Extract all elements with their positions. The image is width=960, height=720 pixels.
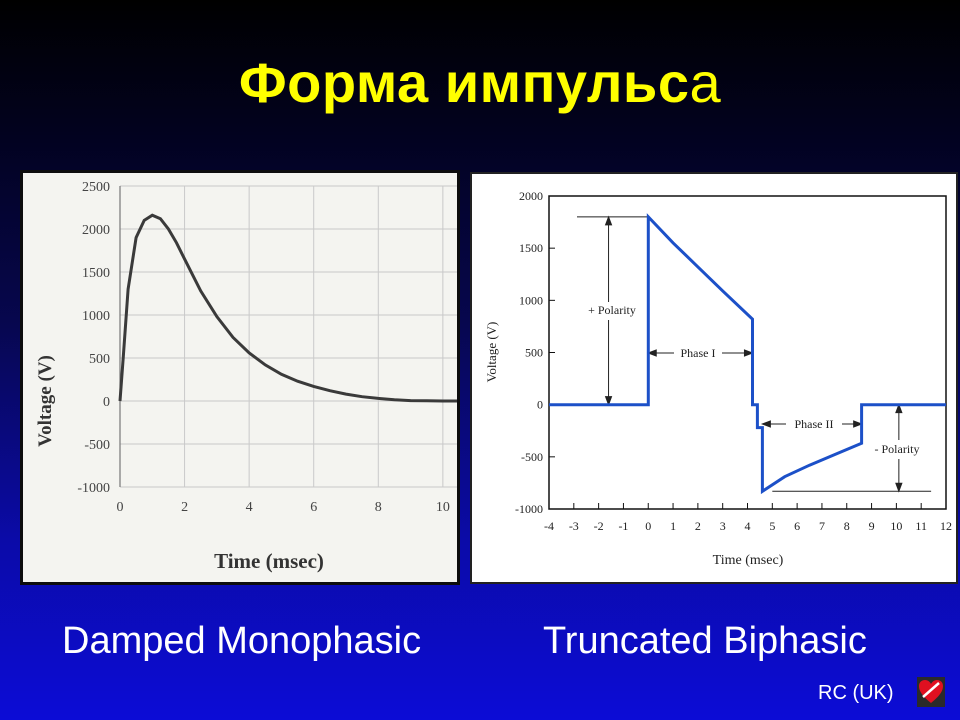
damped-monophasic-chart: 2500 2000 1500 1000 500 0 -500 -1000 0 2 4 6 8 10 Vo… (20, 170, 460, 585)
title-main: Форма импульс (238, 51, 690, 114)
heart-logo-icon (917, 677, 945, 707)
right-y-tick-label: -1000 (515, 502, 543, 516)
right-y-tick-label: 1000 (519, 293, 543, 307)
right-x-tick-label: 9 (869, 519, 875, 533)
left-x-axis-label: Time (msec) (214, 549, 324, 573)
left-y-tick-label: -500 (84, 438, 110, 453)
right-annotation-phase-1: Phase I (681, 346, 716, 360)
right-annotation-minus-polarity: - Polarity (875, 442, 920, 456)
phase-2-arrow-left (760, 420, 771, 428)
caption-truncated-biphasic: Truncated Biphasic (543, 620, 867, 662)
left-x-tick-label: 4 (246, 500, 253, 515)
right-y-axis-label: Voltage (V) (484, 322, 499, 383)
right-x-tick-label: -2 (594, 519, 604, 533)
left-x-tick-label: 0 (117, 500, 124, 515)
right-x-tick-label: 11 (915, 519, 927, 533)
right-x-axis-label: Time (msec) (713, 553, 784, 568)
phase-1-arrow-left (646, 349, 657, 357)
left-y-tick-label: 1500 (82, 266, 110, 281)
right-x-tick-label: 3 (720, 519, 726, 533)
left-y-tick-label: 1000 (82, 309, 110, 324)
right-y-tick-label: 0 (537, 398, 543, 412)
right-annotation-phase-2: Phase II (795, 417, 834, 431)
right-annotation-plus-polarity: + Polarity (588, 303, 636, 317)
left-y-axis-label: Voltage (V) (35, 355, 56, 447)
left-y-tick-label: 2000 (82, 223, 110, 238)
caption-damped-monophasic: Damped Monophasic (62, 620, 422, 662)
right-x-tick-label: 5 (769, 519, 775, 533)
left-x-tick-label: 10 (436, 500, 450, 515)
right-x-tick-label: -1 (618, 519, 628, 533)
truncated-biphasic-line (549, 213, 946, 495)
right-x-tick-label: 8 (844, 519, 850, 533)
left-x-tick-label: 8 (375, 500, 382, 515)
right-x-tick-label: 7 (819, 519, 825, 533)
left-y-tick-label: 0 (103, 395, 110, 410)
plus-polarity-arrow-down (604, 396, 613, 407)
chart-left-svg: 2500 2000 1500 1000 500 0 -500 -1000 0 2 4 6 8 10 Vo… (35, 180, 459, 573)
right-y-tick-label: 500 (525, 346, 543, 360)
minus-polarity-arrow-up (895, 403, 903, 414)
left-y-tick-label: 500 (89, 352, 110, 367)
phase-2-arrow-right (853, 420, 864, 428)
right-y-tick-label: -500 (521, 450, 543, 464)
title-tail: а (689, 51, 722, 114)
damped-monophasic-line (118, 213, 459, 403)
credit-text: RC (UK) (818, 682, 894, 704)
left-x-tick-label: 2 (181, 500, 188, 515)
right-y-tick-label: 2000 (519, 189, 543, 203)
right-x-tick-label: 12 (940, 519, 952, 533)
right-x-tick-label: 1 (670, 519, 676, 533)
right-x-tick-label: 2 (695, 519, 701, 533)
slide-title: Форма импульса (0, 50, 960, 115)
right-x-tick-label: -4 (544, 519, 554, 533)
right-x-tick-label: 10 (890, 519, 902, 533)
left-x-tick-label: 6 (310, 500, 317, 515)
right-x-tick-label: 6 (794, 519, 800, 533)
right-x-tick-label: 0 (645, 519, 651, 533)
truncated-biphasic-chart: 2000 1500 1000 500 0 -500 -1000 -4 -3 -2 -1 0 1 2 3 4 5… (470, 172, 958, 584)
right-x-tick-label: 4 (745, 519, 751, 533)
minus-polarity-arrow-down (895, 482, 903, 493)
phase-1-arrow-right (743, 349, 754, 357)
left-y-tick-label: -1000 (77, 481, 110, 496)
left-y-tick-label: 2500 (82, 180, 110, 195)
right-y-tick-label: 1500 (519, 241, 543, 255)
right-x-tick-label: -3 (569, 519, 579, 533)
plus-polarity-arrow-up (604, 215, 613, 226)
